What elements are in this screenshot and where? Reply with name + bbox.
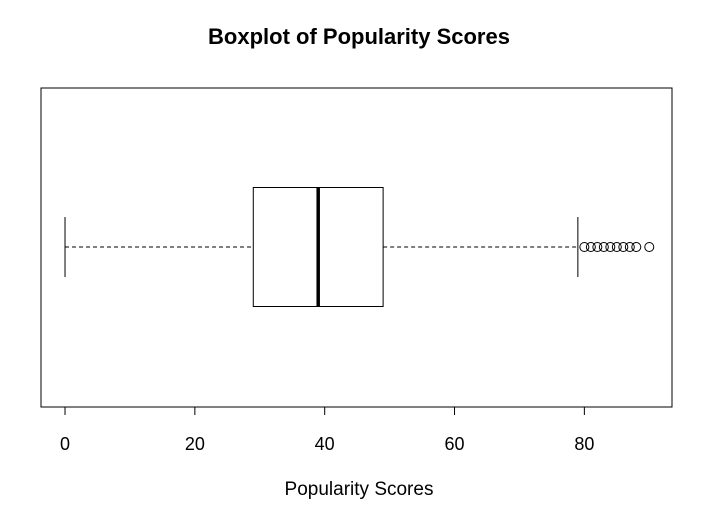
outlier-point	[624, 242, 635, 252]
outlier-point	[579, 242, 590, 252]
x-tick-label: 20	[185, 434, 205, 454]
box-marks	[64, 187, 655, 307]
outlier-point	[598, 242, 609, 252]
outlier-point	[611, 242, 622, 252]
outlier-point	[592, 242, 603, 252]
x-axis-label: Popularity Scores	[284, 479, 434, 500]
outlier-point	[631, 242, 642, 252]
x-tick-label: 60	[445, 434, 465, 454]
outlier-point	[618, 242, 629, 252]
x-axis: 0 20 40 60 80	[60, 406, 594, 454]
x-tick-label: 40	[315, 434, 335, 454]
x-tick-label: 80	[574, 434, 594, 454]
outlier-point	[644, 242, 655, 252]
outlier-point	[605, 242, 616, 252]
outlier-point	[585, 242, 596, 252]
x-tick-label: 0	[60, 434, 70, 454]
chart-title: Boxplot of Popularity Scores	[208, 24, 510, 49]
